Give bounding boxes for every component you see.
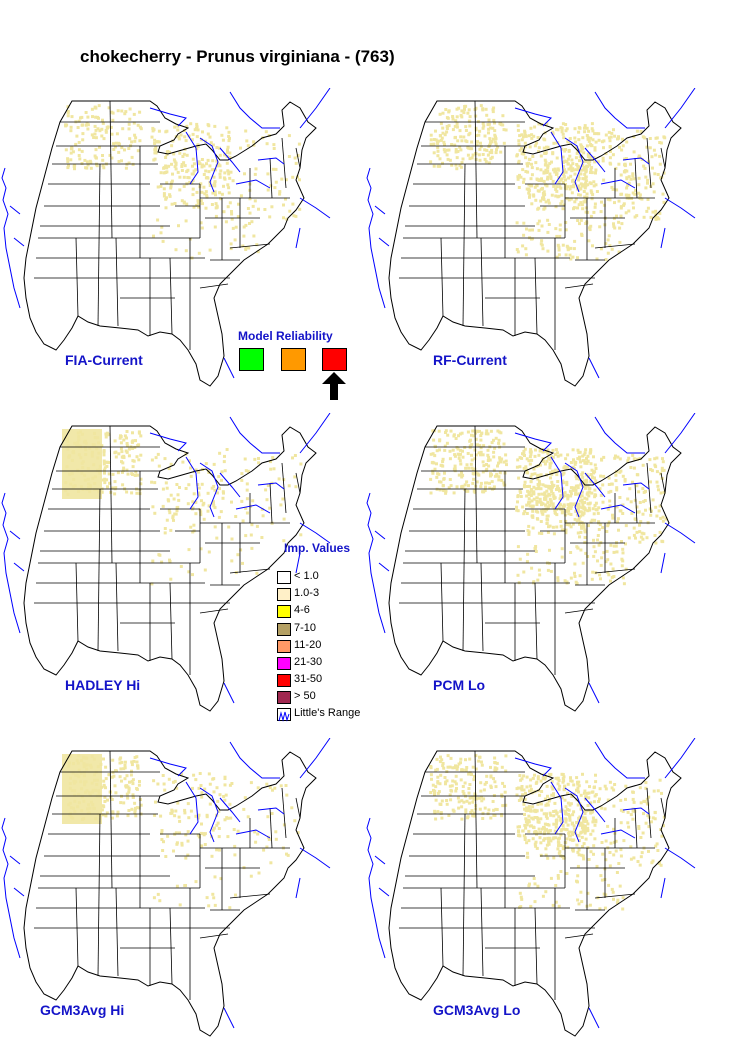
legend-swatch: [277, 674, 291, 688]
legend-range-label: Little's Range: [294, 707, 361, 719]
map-pcm-lo-label: PCM Lo: [433, 677, 486, 693]
reliability-low-box: [322, 348, 347, 371]
map-fia-current-svg: [1, 88, 331, 387]
legend-title: Imp. Values: [284, 541, 351, 555]
legend-swatch: [277, 622, 291, 636]
map-gcm3avg-lo-label: GCM3Avg Lo: [433, 1002, 521, 1018]
map-hadley-hi-label: HADLEY Hi: [65, 677, 141, 693]
legend-swatch: [277, 588, 291, 602]
map-gcm3avg-lo-svg: [366, 738, 696, 1037]
map-gcm3avg-hi-label: GCM3Avg Hi: [40, 1002, 125, 1018]
legend-label: 11-20: [294, 638, 322, 651]
legend-swatch: [277, 571, 291, 584]
legend-swatch: [277, 691, 291, 705]
legend-label: 21-30: [294, 656, 323, 668]
page-title: chokecherry - Prunus virginiana - (763): [80, 47, 395, 66]
legend-swatch: [277, 657, 291, 670]
reliability-medium-box: [281, 348, 306, 371]
map-gcm3avg-lo: GCM3Avg Lo: [365, 738, 730, 1063]
map-fia-current: FIA-Current: [0, 88, 365, 413]
reliability-high-box: [239, 348, 264, 371]
map-pcm-lo-svg: [366, 413, 696, 712]
legend-label: < 1.0: [294, 570, 319, 582]
legend-swatch: [277, 639, 291, 653]
legend-label: 1.0-3: [294, 587, 320, 600]
map-gcm3avg-hi: GCM3Avg Hi: [0, 738, 365, 1063]
littles-range-icon: [277, 708, 291, 722]
legend-swatch: [277, 605, 291, 619]
map-hadley-hi-svg: [1, 413, 331, 712]
model-reliability-title: Model Reliability: [238, 329, 333, 343]
map-gcm3avg-hi-svg: [1, 738, 331, 1037]
map-pcm-lo: PCM Lo: [365, 413, 730, 738]
legend-label: 4-6: [294, 604, 310, 617]
map-rf-current-svg: [366, 88, 696, 387]
legend-label: 31-50: [294, 673, 323, 686]
map-hadley-hi: HADLEY Hi: [0, 413, 365, 738]
legend-label: > 50: [294, 690, 316, 703]
map-rf-current-label: RF-Current: [433, 352, 507, 368]
map-rf-current: RF-Current: [365, 88, 730, 413]
legend-label: 7-10: [294, 621, 317, 634]
map-fia-current-label: FIA-Current: [65, 352, 143, 368]
reliability-arrow-icon: [322, 372, 346, 400]
